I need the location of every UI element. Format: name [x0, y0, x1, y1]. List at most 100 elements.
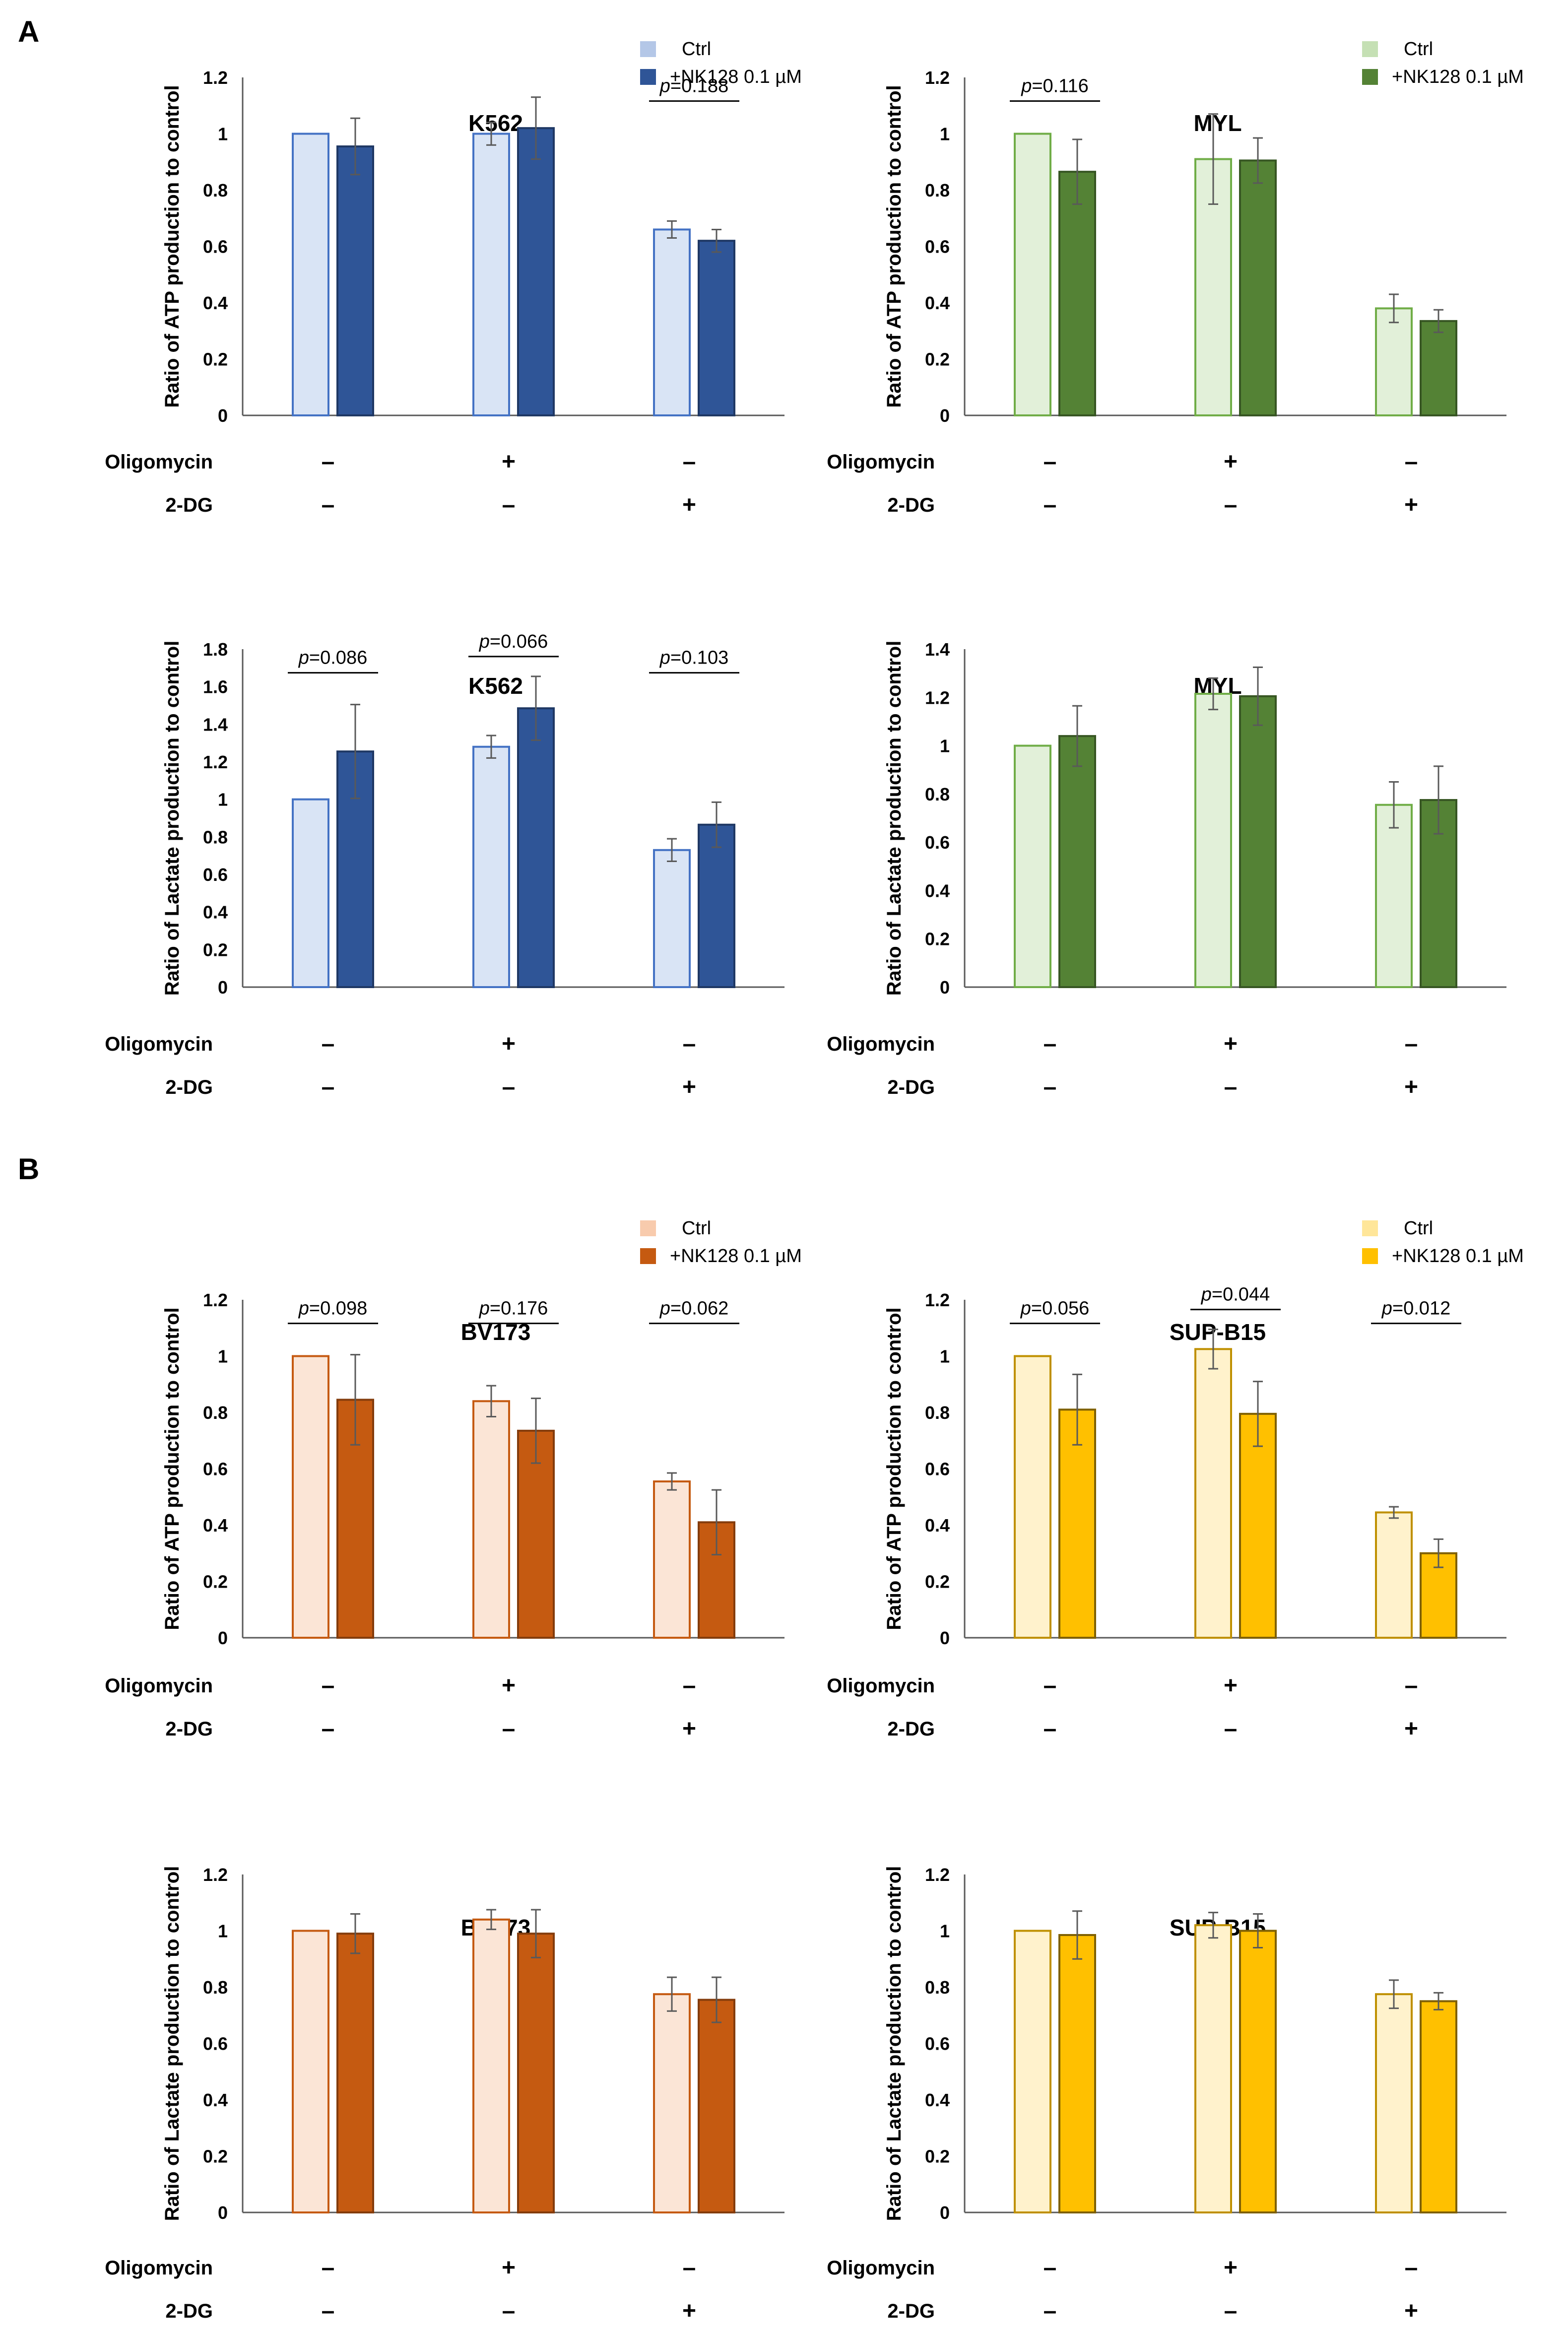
bar-ctrl	[472, 133, 510, 416]
bar-nk128	[517, 1429, 555, 1639]
panel-label-b: B	[18, 1152, 39, 1186]
y-tick-label: 0	[218, 405, 228, 426]
dg-sign: –	[1224, 1716, 1238, 1742]
row-label-oligomycin: Oligomycin	[105, 1675, 213, 1697]
oligomycin-sign: –	[1405, 2255, 1418, 2281]
oligomycin-sign: –	[683, 1672, 696, 1699]
y-tick-label: 1	[940, 1346, 950, 1367]
y-axis-label: Ratio of Lactate production to control	[883, 1866, 905, 2221]
dg-sign: +	[1404, 1074, 1418, 1100]
dg-sign: –	[502, 1716, 516, 1742]
row-label-oligomycin: Oligomycin	[827, 451, 935, 473]
y-tick-label: 0	[218, 2203, 228, 2223]
y-tick-label: 0.6	[925, 832, 950, 853]
row-label-oligomycin: Oligomycin	[827, 1675, 935, 1697]
legend-swatch-ctrl	[640, 41, 656, 57]
y-axis-label: Ratio of ATP production to control	[883, 85, 905, 407]
p-value-label: p=0.098	[298, 1298, 367, 1319]
y-tick-label: 0.8	[925, 1403, 950, 1423]
p-value-label: p=0.176	[479, 1298, 548, 1319]
row-label-oligomycin: Oligomycin	[827, 1033, 935, 1055]
y-tick-label: 1	[218, 1921, 228, 1941]
y-tick-label: 1.2	[925, 67, 950, 88]
dg-sign: –	[1224, 1074, 1238, 1100]
chart-title: SUP-B15	[1170, 1319, 1266, 1345]
bar-nk128	[698, 1999, 735, 2214]
p-value-label: p=0.188	[659, 76, 728, 97]
y-tick-label: 1.2	[925, 687, 950, 708]
y-tick-label: 0.2	[925, 349, 950, 370]
bar-nk128	[1239, 1930, 1277, 2213]
y-tick-label: 0.4	[203, 2090, 228, 2110]
bar-nk128	[698, 240, 735, 416]
bar-nk128	[336, 1933, 374, 2214]
y-axis-label: Ratio of ATP production to control	[161, 1307, 183, 1630]
dg-sign: –	[1044, 492, 1057, 518]
p-value-label: p=0.012	[1381, 1298, 1450, 1319]
y-tick-label: 1.2	[925, 1290, 950, 1310]
p-value-label: p=0.066	[479, 631, 548, 652]
y-tick-label: 1	[940, 1921, 950, 1941]
bar-nk128	[1239, 695, 1277, 988]
y-tick-label: 0.4	[925, 1515, 950, 1536]
legend-swatch-ctrl	[640, 1220, 656, 1236]
chart-title: K562	[468, 673, 523, 699]
y-tick-label: 0.4	[925, 2090, 950, 2110]
y-tick-label: 1.4	[925, 639, 950, 660]
row-label-2dg: 2-DG	[165, 1718, 213, 1740]
y-tick-label: 0.6	[203, 237, 228, 257]
oligomycin-sign: –	[1405, 1031, 1418, 1057]
bar-nk128	[336, 145, 374, 417]
y-tick-label: 0	[218, 977, 228, 998]
bar-ctrl	[1194, 1924, 1232, 2213]
oligomycin-sign: +	[1224, 1672, 1238, 1699]
bar-ctrl	[653, 849, 691, 988]
dg-sign: –	[322, 1074, 335, 1100]
p-value-label: p=0.086	[298, 648, 367, 668]
y-tick-label: 0.8	[203, 827, 228, 847]
oligomycin-sign: –	[322, 1031, 335, 1057]
p-value-label: p=0.056	[1020, 1298, 1089, 1319]
bar-ctrl	[472, 1918, 510, 2214]
legend-label-ctrl: Ctrl	[1404, 1218, 1433, 1239]
oligomycin-sign: +	[502, 1672, 516, 1699]
dg-sign: –	[502, 1074, 516, 1100]
bar-ctrl	[653, 228, 691, 416]
panel-label-a: A	[18, 15, 39, 48]
y-tick-label: 0.2	[925, 1572, 950, 1592]
y-axis-label: Ratio of Lactate production to control	[883, 641, 905, 996]
bar-ctrl	[1014, 133, 1051, 416]
y-tick-label: 1.2	[203, 752, 228, 772]
y-tick-label: 1.2	[203, 1865, 228, 1885]
y-axis-label: Ratio of ATP production to control	[161, 85, 183, 407]
legend-swatch-nk128	[640, 1248, 656, 1264]
y-axis-label: Ratio of Lactate production to control	[161, 641, 183, 996]
dg-sign: –	[322, 1716, 335, 1742]
row-label-oligomycin: Oligomycin	[827, 2257, 935, 2279]
dg-sign: –	[502, 2298, 516, 2324]
oligomycin-sign: +	[1224, 1031, 1238, 1057]
bar-nk128	[517, 1933, 555, 2214]
dg-sign: +	[682, 492, 696, 518]
dg-sign: +	[1404, 1716, 1418, 1742]
row-label-2dg: 2-DG	[165, 2300, 213, 2322]
y-tick-label: 0	[218, 1628, 228, 1648]
legend-swatch-ctrl	[1362, 1220, 1378, 1236]
bar-ctrl	[1375, 307, 1413, 416]
bar-nk128	[698, 823, 735, 989]
bar-ctrl	[1375, 803, 1413, 989]
y-tick-label: 0.2	[925, 2146, 950, 2167]
oligomycin-sign: +	[502, 449, 516, 475]
oligomycin-sign: +	[1224, 2255, 1238, 2281]
oligomycin-sign: –	[1405, 1672, 1418, 1699]
y-tick-label: 0.4	[925, 293, 950, 313]
chart-6: SUP-B15 Ratio of ATP production to contro…	[827, 1218, 1524, 1742]
bar-nk128	[517, 707, 555, 989]
y-tick-label: 0.8	[925, 784, 950, 804]
bar-nk128	[1420, 320, 1457, 417]
chart-3: K562 Ratio of Lactate production to contr…	[105, 631, 784, 1100]
